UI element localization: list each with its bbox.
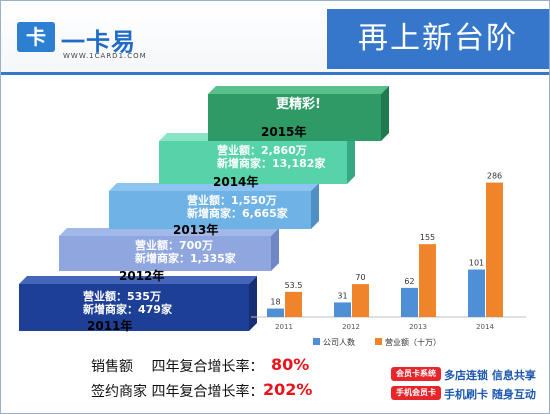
- logo: 卡 一卡易 WWW.1CARD1.COM: [11, 14, 156, 66]
- bar-value-label: 62: [404, 277, 414, 286]
- step-2012-year: 2012年: [119, 269, 165, 283]
- bar-value-label: 286: [487, 172, 502, 181]
- step-2013: [109, 183, 319, 229]
- step-2015-text: 更精彩!: [276, 97, 321, 112]
- step-2012-revenue: 营业额：700万: [135, 239, 213, 252]
- tagline-mobile-swipe: 手机刷卡 随身互动: [444, 388, 536, 401]
- header-divider: [1, 72, 549, 75]
- stat-merchants-value: 202%: [263, 380, 313, 399]
- stat-sales-label: 销售额 四年复合增长率：: [91, 359, 264, 375]
- bar-staff-2013: [401, 287, 418, 317]
- step-2015: [208, 86, 389, 141]
- x-tick-label: 2012: [342, 323, 360, 331]
- legend-swatch: [313, 338, 320, 345]
- bar-value-label: 70: [355, 273, 365, 282]
- legend-label: 营业额（十万）: [385, 337, 441, 347]
- step-2012: [59, 228, 279, 271]
- logo-url: WWW.1CARD1.COM: [63, 52, 147, 60]
- x-tick-label: 2013: [409, 323, 427, 331]
- card-logo-icon: 卡: [17, 22, 55, 52]
- bar-value-label: 18: [270, 298, 280, 307]
- step-2011-year: 2011年: [87, 319, 133, 333]
- step-2013-merchants: 新增商家：6,665家: [187, 207, 288, 220]
- bar-revenue-2011: [285, 291, 302, 317]
- bar-value-label: 101: [469, 259, 484, 268]
- step-2014-revenue: 营业额：2,860万: [217, 144, 307, 157]
- x-tick-label: 2014: [476, 323, 494, 331]
- step-2011-revenue: 营业额：535万: [83, 290, 161, 303]
- bar-value-label: 31: [337, 291, 347, 300]
- bar-value-label: 53.5: [285, 281, 303, 290]
- bar-chart: 18 53.5 2011 31 70 2012 62 155 2013 101 286 2014 公司人…: [251, 172, 526, 347]
- header: 卡 一卡易 WWW.1CARD1.COM 再上新台阶: [1, 1, 549, 75]
- stat-sales-value: 80%: [271, 355, 310, 374]
- step-2014-year: 2014年: [213, 175, 259, 189]
- step-2012-merchants: 新增商家：1,335家: [135, 252, 236, 265]
- tagline-chain-stores: 多店连锁 信息共享: [444, 369, 536, 382]
- svg-text:卡: 卡: [26, 25, 46, 49]
- bar-revenue-2013: [419, 244, 436, 317]
- member-card-system-badge: 会员卡系统: [391, 367, 441, 381]
- stat-merchants-label: 签约商家 四年复合增长率：: [91, 384, 264, 400]
- bar-staff-2014: [468, 269, 485, 317]
- mobile-member-card-badge: 手机会员卡: [391, 386, 441, 400]
- legend-label: 公司人数: [323, 337, 355, 347]
- step-2013-year: 2013年: [173, 223, 219, 237]
- title-banner: 再上新台阶: [327, 9, 549, 69]
- x-tick-label: 2011: [275, 323, 293, 331]
- bar-revenue-2014: [486, 182, 503, 317]
- step-2015-year: 2015年: [261, 125, 307, 139]
- page-title: 再上新台阶: [358, 21, 518, 56]
- step-2011: [19, 276, 257, 331]
- bar-revenue-2012: [352, 284, 369, 317]
- bar-value-label: 155: [420, 233, 435, 242]
- logo-text: 一卡易: [61, 28, 136, 56]
- step-2013-revenue: 营业额：1,550万: [187, 194, 277, 207]
- legend-swatch: [375, 338, 382, 345]
- step-2014-merchants: 新增商家：13,182家: [217, 157, 326, 170]
- bar-staff-2012: [334, 302, 351, 317]
- step-2011-merchants: 新增商家：479家: [83, 303, 172, 316]
- bar-staff-2011: [267, 308, 284, 317]
